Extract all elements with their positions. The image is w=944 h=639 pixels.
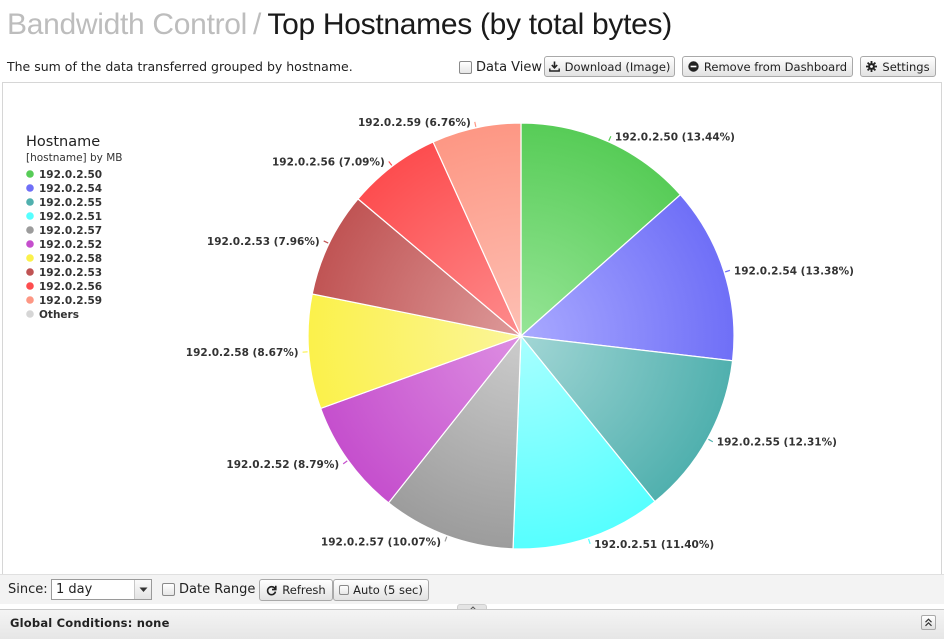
legend-marker xyxy=(26,184,34,192)
pie-label-connector xyxy=(323,240,329,244)
chart-panel: Hostname [hostname] by MB 192.0.2.50 192.0.… xyxy=(2,82,942,574)
pie-label-192-0-2-51: 192.0.2.51 (11.40%) xyxy=(594,539,714,551)
data-view-checkbox-box[interactable] xyxy=(459,60,472,74)
legend-marker xyxy=(26,310,34,318)
legend-item-192-0-2-56[interactable]: 192.0.2.56 xyxy=(39,281,102,293)
pie-slice-192-0-2-54[interactable] xyxy=(519,193,735,362)
legend-item-192-0-2-53[interactable]: 192.0.2.53 xyxy=(39,267,102,279)
legend-item-192-0-2-58[interactable]: 192.0.2.58 xyxy=(39,253,102,265)
pie-slice-192-0-2-59[interactable] xyxy=(432,122,522,337)
pie-label-192-0-2-55: 192.0.2.55 (12.31%) xyxy=(717,437,837,449)
auto-refresh-label: Auto (5 sec) xyxy=(353,583,423,597)
pie-slice-192-0-2-58[interactable] xyxy=(307,293,524,410)
remove-button-label: Remove from Dashboard xyxy=(703,59,848,74)
download-image-button[interactable]: Download (Image) xyxy=(544,56,675,77)
legend-subtitle: [hostname] by MB xyxy=(26,152,122,164)
remove-from-dashboard-button[interactable]: Remove from Dashboard xyxy=(682,56,853,77)
legend-marker xyxy=(26,170,34,178)
download-button-label: Download (Image) xyxy=(564,59,671,74)
pie-label-192-0-2-54: 192.0.2.54 (13.38%) xyxy=(734,265,854,277)
pie-label-192-0-2-58: 192.0.2.58 (8.67%) xyxy=(186,347,299,359)
time-controls-bar: Since: 1 day Date Range Refresh Auto (5 … xyxy=(0,574,944,604)
expand-panel-button[interactable] xyxy=(921,615,936,630)
legend-item-192-0-2-55[interactable]: 192.0.2.55 xyxy=(39,197,102,209)
chevron-up-icon xyxy=(470,606,476,610)
refresh-icon xyxy=(267,585,277,595)
pie-label-connector xyxy=(444,536,448,542)
pie-label-192-0-2-59: 192.0.2.59 (6.76%) xyxy=(358,117,471,129)
data-view-label: Data View xyxy=(476,59,543,75)
auto-refresh-toggle[interactable]: Auto (5 sec) xyxy=(333,579,429,601)
download-icon xyxy=(548,61,560,72)
pie-label-connector xyxy=(708,438,714,443)
pie-labels: 192.0.2.50 (13.44%) 192.0.2.54 (13.38%) 19… xyxy=(186,117,854,551)
legend-marker xyxy=(26,254,34,262)
since-select[interactable]: 1 day xyxy=(51,579,152,600)
legend-item-192-0-2-52[interactable]: 192.0.2.52 xyxy=(39,239,102,251)
page-title: Top Hostnames (by total bytes) xyxy=(267,8,672,41)
pie-slice-192-0-2-50[interactable] xyxy=(520,122,682,338)
global-conditions-bar[interactable]: Global Conditions: none xyxy=(0,609,944,639)
legend-marker xyxy=(26,198,34,206)
pie-label-192-0-2-50: 192.0.2.50 (13.44%) xyxy=(615,131,735,143)
legend-marker xyxy=(26,240,34,248)
pie-label-192-0-2-53: 192.0.2.53 (7.96%) xyxy=(207,236,320,248)
global-conditions-text: Global Conditions: none xyxy=(10,616,170,630)
minus-circle-icon xyxy=(688,61,699,72)
since-select-value: 1 day xyxy=(56,582,93,597)
pie-chart: Hostname [hostname] by MB 192.0.2.50 192.0.… xyxy=(26,117,854,551)
legend-marker xyxy=(26,268,34,276)
date-range-checkbox[interactable]: Date Range xyxy=(162,582,255,597)
chart-legend: Hostname [hostname] by MB 192.0.2.50 192.0.… xyxy=(26,134,122,321)
report-description: The sum of the data transferred grouped … xyxy=(7,59,353,74)
pie-label-connector xyxy=(608,136,612,142)
double-chevron-up-icon xyxy=(925,618,932,627)
pie-label-connector xyxy=(474,121,477,127)
legend-item-192-0-2-50[interactable]: 192.0.2.50 xyxy=(39,169,102,181)
pie-slice-192-0-2-55[interactable] xyxy=(519,335,734,503)
pie-label-192-0-2-52: 192.0.2.52 (8.79%) xyxy=(226,459,339,471)
legend-title: Hostname xyxy=(26,134,100,150)
pie-slice-192-0-2-57[interactable] xyxy=(387,334,522,550)
refresh-button[interactable]: Refresh xyxy=(259,579,333,601)
chevron-down-icon[interactable] xyxy=(134,580,151,599)
date-range-label: Date Range xyxy=(179,582,256,597)
date-range-checkbox-box[interactable] xyxy=(162,583,175,596)
report-subheader: The sum of the data transferred grouped … xyxy=(0,54,944,80)
gear-icon xyxy=(866,61,878,72)
breadcrumb-bandwidth-control[interactable]: Bandwidth Control xyxy=(7,8,248,41)
legend-item-Others[interactable]: Others xyxy=(39,309,79,321)
pie-label-connector xyxy=(587,538,591,544)
pie-slice-192-0-2-52[interactable] xyxy=(319,334,523,504)
pie-label-connector xyxy=(724,269,731,273)
legend-item-192-0-2-54[interactable]: 192.0.2.54 xyxy=(39,183,102,195)
pie-slice-192-0-2-51[interactable] xyxy=(512,334,656,550)
legend-item-192-0-2-51[interactable]: 192.0.2.51 xyxy=(39,211,102,223)
settings-button[interactable]: Settings xyxy=(860,56,936,77)
pie-label-connector xyxy=(342,460,348,465)
pie-slices xyxy=(307,122,735,550)
legend-item-192-0-2-59[interactable]: 192.0.2.59 xyxy=(39,295,102,307)
since-label: Since: xyxy=(8,582,48,597)
legend-marker xyxy=(26,282,34,290)
legend-marker xyxy=(26,296,34,304)
panel-resize-handle[interactable] xyxy=(457,604,487,610)
refresh-button-label: Refresh xyxy=(282,583,326,597)
breadcrumb-separator: / xyxy=(253,8,262,41)
legend-item-192-0-2-57[interactable]: 192.0.2.57 xyxy=(39,225,102,237)
auto-refresh-checkbox[interactable] xyxy=(339,585,350,595)
pie-slice-192-0-2-53[interactable] xyxy=(311,198,522,337)
legend-marker xyxy=(26,212,34,220)
pie-label-192-0-2-56: 192.0.2.56 (7.09%) xyxy=(272,156,385,168)
pie-label-192-0-2-57: 192.0.2.57 (10.07%) xyxy=(321,536,441,548)
page-title-bar: Bandwidth Control / Top Hostnames (by tota… xyxy=(0,0,944,50)
pie-label-connector xyxy=(388,161,393,166)
legend-marker xyxy=(26,226,34,234)
data-view-checkbox[interactable]: Data View xyxy=(459,58,542,76)
settings-button-label: Settings xyxy=(882,59,930,74)
